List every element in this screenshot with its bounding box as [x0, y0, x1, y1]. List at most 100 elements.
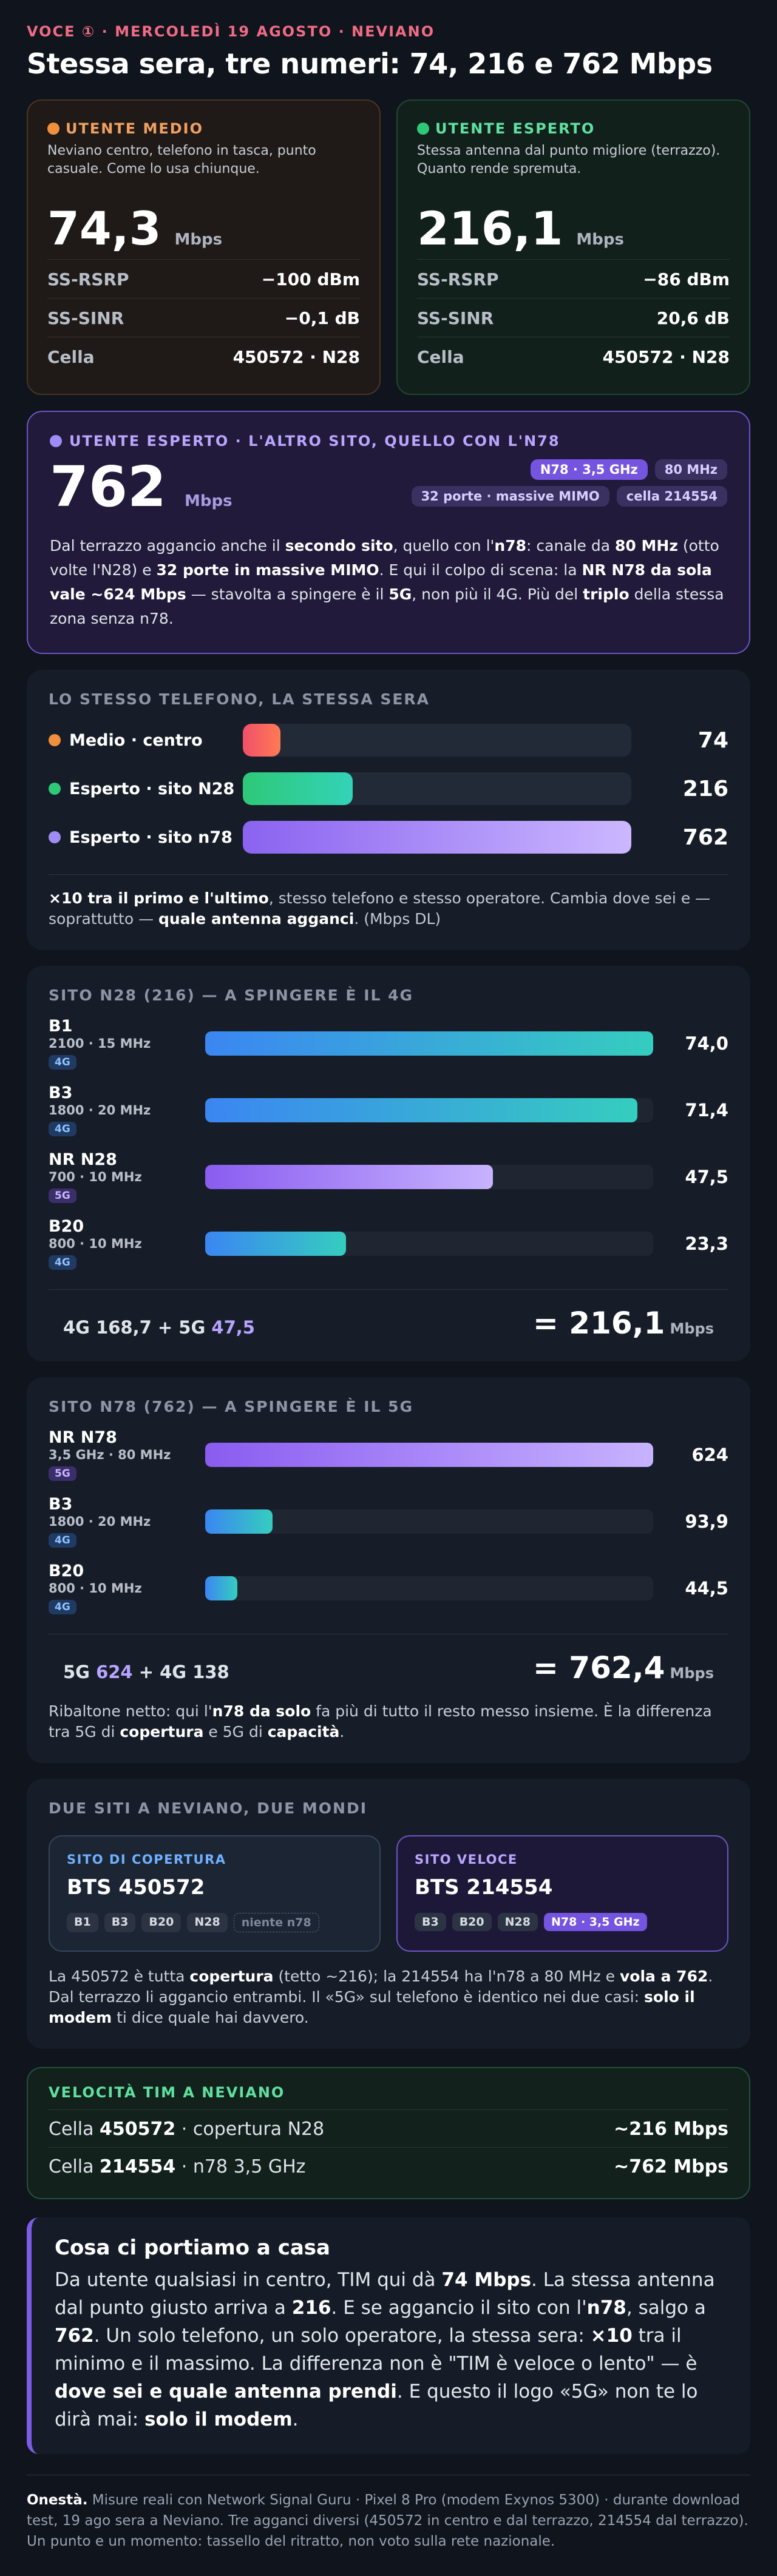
text-run: . (Mbps DL) — [354, 910, 441, 928]
band-label: B3 1800 · 20 MHz 4G — [49, 1495, 205, 1548]
text-bold: ×10 — [590, 2325, 633, 2347]
tech-badge: 4G — [49, 1055, 76, 1070]
compare-label-text: Medio · centro — [69, 730, 203, 750]
text-run: , salgo a — [626, 2297, 706, 2319]
compare-row: Esperto · sito N28 216 — [49, 772, 728, 805]
text-run: Ribaltone netto: qui l' — [49, 1702, 212, 1720]
speed-readout: 762 Mbps — [50, 454, 232, 519]
text-run: , quello con l' — [393, 537, 495, 555]
speed-summary: VELOCITÀ TIM A NEVIANO Cella 450572 · co… — [27, 2067, 750, 2199]
metric-row: SS-RSRP −86 dBm — [417, 259, 730, 298]
bar — [205, 1443, 653, 1467]
sum-total-unit: Mbps — [670, 1320, 714, 1337]
band-row: B20 800 · 10 MHz 4G 23,3 — [49, 1218, 728, 1270]
footer-note: Onestà. Misure reali con Network Signal … — [27, 2475, 750, 2552]
speed-value: 216,1 — [417, 201, 563, 255]
chip: B20 — [452, 1913, 492, 1931]
speed-row-post: · copertura N28 — [175, 2119, 325, 2140]
band-label: B1 2100 · 15 MHz 4G — [49, 1017, 205, 1070]
section-heading: LO STESSO TELEFONO, LA STESSA SERA — [49, 690, 430, 708]
speed-row-post: · n78 3,5 GHz — [175, 2156, 306, 2177]
sum-part-5g: 47,5 — [211, 1317, 255, 1338]
band-name: B20 — [49, 1562, 84, 1580]
metric-value: 450572 · N28 — [602, 347, 730, 367]
speed-unit: Mbps — [185, 492, 232, 510]
metric-value: −86 dBm — [643, 269, 730, 289]
site-name: BTS 214554 — [415, 1875, 553, 1900]
bar — [205, 1509, 273, 1534]
card-tag-label: UTENTE MEDIO — [66, 120, 203, 137]
band-chart: B1 2100 · 15 MHz 4G 74,0 B3 1800 · 20 MHz 4G 71… — [49, 1017, 728, 1270]
footer-text: Misure reali con Network Signal Guru · P… — [27, 2492, 748, 2549]
text-bold: quale antenna agganci — [158, 910, 355, 928]
text-run: . E qui il colpo di scena: la — [379, 561, 582, 579]
band-name: NR N28 — [49, 1150, 117, 1169]
text-bold: NR N78 da sola vale ~624 Mbps — [50, 561, 712, 603]
text-run: ti dice quale hai davvero. — [112, 2009, 309, 2026]
sum-breakdown: 5G 624 + 4G 138 — [63, 1662, 229, 1682]
text-bold: triplo — [583, 585, 629, 603]
compare-row: Esperto · sito n78 762 — [49, 821, 728, 854]
text-bold: n78 — [586, 2297, 626, 2319]
band-label: NR N28 700 · 10 MHz 5G — [49, 1151, 205, 1203]
text-run: . — [339, 1723, 345, 1741]
bar-track — [205, 1232, 653, 1256]
site-card-coverage: SITO DI COPERTURA BTS 450572 B1 B3 B20 N… — [49, 1835, 381, 1952]
bar — [205, 1576, 237, 1600]
takeaway-heading: Cosa ci portiamo a casa — [55, 2236, 330, 2260]
bar-track — [243, 772, 631, 805]
n28-site-card: SITO N28 (216) — A SPINGERE È IL 4G B1 21… — [27, 966, 750, 1361]
metric-value: 450572 · N28 — [232, 347, 360, 367]
sum-breakdown: 4G 168,7 + 5G 47,5 — [63, 1317, 255, 1338]
bar-track — [205, 1165, 653, 1189]
bar-track — [205, 1031, 653, 1056]
site-card-fast: SITO VELOCE BTS 214554 B3 B20 N28 N78 · … — [396, 1835, 728, 1952]
pill-cell: cella 214554 — [616, 486, 727, 507]
sum-total-value: = 762,4 — [533, 1650, 665, 1685]
bar — [205, 1232, 347, 1256]
text-run: della stessa zona senza n78. — [50, 585, 724, 627]
band-freq: 3,5 GHz · 80 MHz — [49, 1448, 171, 1462]
chip-list: B1 B3 B20 N28 niente n78 — [67, 1913, 362, 1932]
band-name: B3 — [49, 1084, 73, 1102]
bar-value: 624 — [691, 1445, 728, 1465]
text-bold: dove sei e quale antenna prendi — [55, 2381, 397, 2402]
band-label: NR N78 3,5 GHz · 80 MHz 5G — [49, 1429, 205, 1481]
metric-value: −100 dBm — [261, 269, 360, 289]
dot-icon — [49, 831, 61, 843]
band-name: NR N78 — [49, 1428, 117, 1447]
text-run: , non più il 4G. Più del — [412, 585, 583, 603]
bar-value: 71,4 — [685, 1100, 728, 1121]
band-row: B20 800 · 10 MHz 4G 44,5 — [49, 1562, 728, 1614]
speed-row-pre: Cella — [49, 2156, 100, 2177]
bar — [205, 1165, 493, 1189]
text-run: . La stessa antenna dal punto giusto arr… — [55, 2269, 715, 2319]
text-run: . Dal terrazzo li aggancio entrambi. Il … — [49, 1967, 713, 2006]
bar — [205, 1098, 638, 1122]
text-run: Dal terrazzo aggancio anche il — [50, 537, 285, 555]
chip: B3 — [104, 1913, 136, 1932]
band-freq: 700 · 10 MHz — [49, 1170, 142, 1184]
metric-row: Cella 450572 · N28 — [47, 337, 360, 376]
text-run: (tetto ~216); la 214554 ha l'n78 a 80 MH… — [273, 1967, 620, 1985]
text-bold: copertura — [120, 1723, 204, 1741]
card-tag-label: UTENTE ESPERTO · L'ALTRO SITO, QUELLO CO… — [69, 433, 560, 450]
metric-key: SS-SINR — [417, 308, 494, 328]
pill-row: 32 porte · massive MIMO cella 214554 — [411, 486, 727, 507]
text-bold: secondo sito — [285, 537, 393, 555]
pill-bandwidth: 80 MHz — [654, 459, 727, 480]
chip-highlight: N78 · 3,5 GHz — [543, 1913, 647, 1931]
compare-note: ×10 tra il primo e l'ultimo, stesso tele… — [49, 874, 728, 929]
text-bold: n78 da solo — [212, 1702, 311, 1720]
compare-label: Medio · centro — [49, 731, 243, 750]
dot-icon — [49, 783, 61, 795]
text-bold: solo il modem — [144, 2409, 293, 2430]
band-freq: 2100 · 15 MHz — [49, 1036, 151, 1051]
bar-track — [205, 1509, 653, 1534]
user-cards: UTENTE MEDIO Neviano centro, telefono in… — [27, 99, 750, 395]
section-heading: SITO N78 (762) — A SPINGERE È IL 5G — [49, 1398, 414, 1415]
speed-row-value: ~762 Mbps — [614, 2156, 728, 2177]
card-tag: UTENTE ESPERTO · L'ALTRO SITO, QUELLO CO… — [50, 433, 727, 450]
band-row: B1 2100 · 15 MHz 4G 74,0 — [49, 1017, 728, 1070]
tech-badge: 4G — [49, 1600, 76, 1614]
